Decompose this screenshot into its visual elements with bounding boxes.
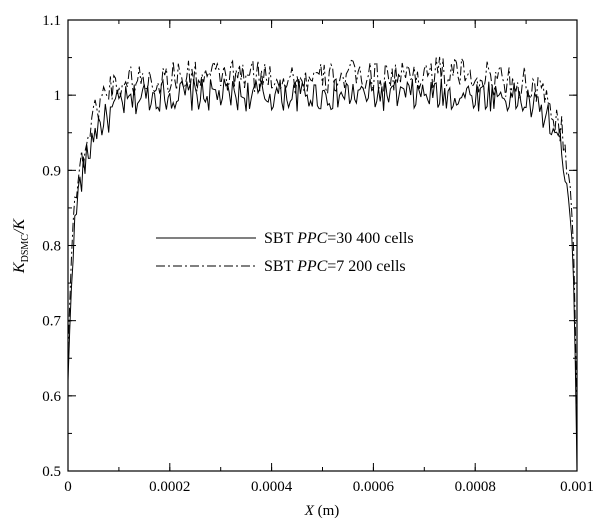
x-tick-label: 0.0006 [353, 479, 395, 495]
y-tick-label: 0.9 [42, 163, 61, 179]
y-axis-label-sub: DSMC [20, 234, 31, 263]
legend-label-2: SBT PPC=7 200 cells [264, 258, 406, 275]
series-line-2 [67, 56, 578, 434]
y-tick-label: 0.6 [42, 389, 61, 405]
y-axis-label-tail: /K [11, 218, 28, 235]
x-tick-label: 0.0004 [251, 479, 293, 495]
x-axis-label-unit: (m) [314, 503, 339, 519]
x-tick-label: 0.0002 [149, 479, 190, 495]
x-axis-label-var: X [304, 503, 315, 519]
tick-labels: 0 0.0002 0.0004 0.0006 0.0008 0.001 0.5 0.6 0.7 0… [42, 13, 594, 495]
x-tick-label: 0.0008 [455, 479, 496, 495]
y-axis-label-base: K [11, 261, 28, 274]
x-tick-label: 0.001 [560, 479, 594, 495]
y-tick-label: 0.7 [42, 314, 61, 330]
y-tick-label: 1.1 [42, 13, 61, 29]
x-tick-label: 0 [64, 479, 72, 495]
y-tick-label: 0.5 [42, 464, 61, 480]
y-axis-label: KDSMC/K [11, 218, 31, 274]
y-tick-label: 0.8 [42, 239, 61, 255]
legend: SBT PPC=30 400 cells SBT PPC=7 200 cells [156, 230, 414, 275]
x-axis-label: X (m) [304, 503, 340, 519]
y-tick-label: 1 [54, 88, 62, 104]
series-lines [67, 56, 578, 472]
legend-label-1: SBT PPC=30 400 cells [264, 230, 414, 247]
